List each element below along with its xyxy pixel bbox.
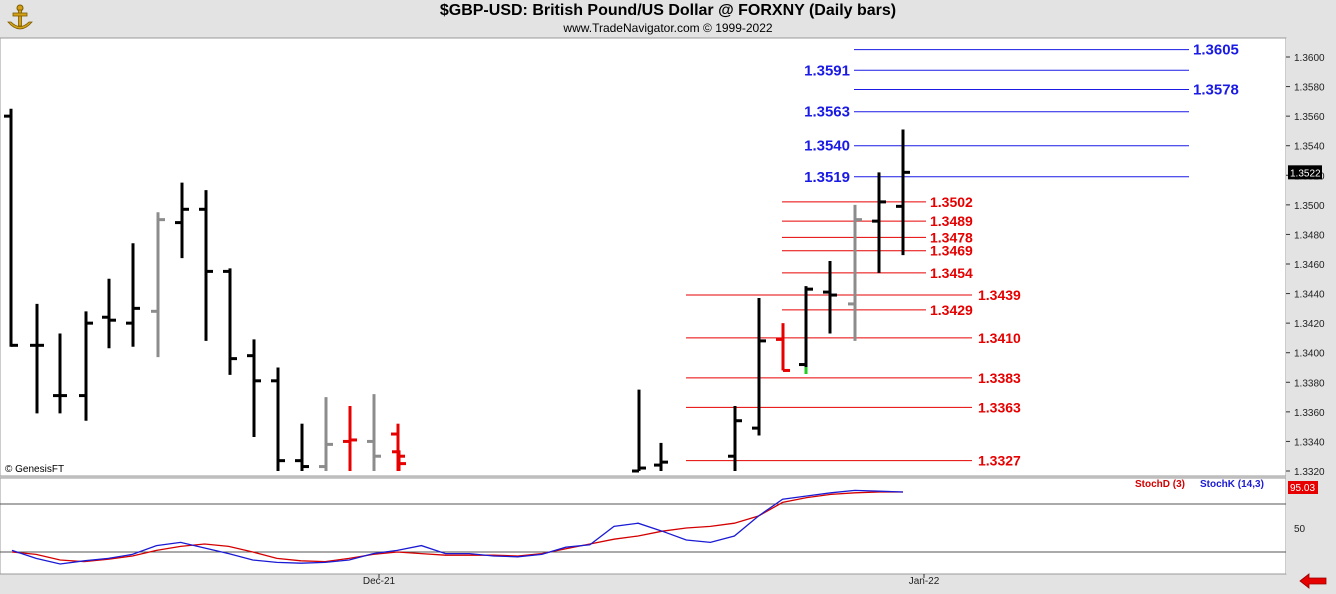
y-tick-label: 1.3560 — [1294, 112, 1325, 123]
ohlc-bar — [343, 405, 357, 471]
ohlc-bar — [53, 333, 67, 414]
ohlc-bar — [247, 339, 261, 437]
stochK-line — [11, 489, 904, 565]
x-tick-label: Dec-21 — [363, 576, 396, 587]
ohlc-bar — [102, 278, 116, 349]
price-level-label: 1.3439 — [978, 287, 1021, 303]
ohlc-bar — [199, 190, 213, 341]
ohlc-bar — [632, 389, 646, 473]
ohlc-bar — [367, 394, 381, 471]
y-tick-label: 1.3480 — [1294, 230, 1325, 241]
ohlc-bar — [872, 172, 886, 273]
ohlc-bar — [823, 261, 837, 334]
ohlc-bar — [30, 303, 44, 414]
y-tick-label: 1.3360 — [1294, 408, 1325, 419]
stochK-legend: StochK (14,3) — [1200, 479, 1264, 490]
stochastic-lines: 50 StochD (3) StochK (14,3) 95.03 — [0, 479, 1318, 565]
ohlc-bar — [151, 212, 165, 358]
y-tick-label: 1.3460 — [1294, 260, 1325, 271]
price-level-label: 1.3410 — [978, 330, 1021, 346]
ohlc-bar — [271, 367, 285, 471]
y-tick-label: 1.3540 — [1294, 142, 1325, 153]
price-level-label: 1.3563 — [804, 104, 850, 121]
ohlc-bar — [223, 268, 237, 375]
ohlc-bars — [4, 108, 910, 473]
ohlc-bar — [319, 397, 333, 471]
y-tick-label: 1.3420 — [1294, 319, 1325, 330]
ohlc-bar — [126, 243, 140, 347]
x-tick-label: Jan-22 — [909, 576, 940, 587]
ohlc-bar — [776, 323, 790, 372]
y-tick-label: 1.3500 — [1294, 201, 1325, 212]
price-level-label: 1.3591 — [804, 62, 850, 79]
y-tick-label: 1.3400 — [1294, 349, 1325, 360]
ohlc-bar — [752, 298, 766, 436]
price-level-label: 1.3454 — [930, 265, 973, 281]
ohlc-bar — [896, 129, 910, 256]
price-level-label: 1.3578 — [1193, 82, 1239, 99]
price-level-label: 1.3478 — [930, 229, 973, 245]
ohlc-bar — [848, 204, 862, 341]
stoch-last-label: 95.03 — [1290, 483, 1315, 494]
price-level-label: 1.3469 — [930, 243, 973, 259]
y-tick-label: 1.3440 — [1294, 290, 1325, 301]
price-level-label: 1.3519 — [804, 169, 850, 186]
stoch-last-box — [1288, 481, 1318, 494]
stochastic-panel — [0, 477, 1287, 575]
price-level-label: 1.3429 — [930, 302, 973, 318]
y-tick-label: 1.3340 — [1294, 437, 1325, 448]
stochD-legend: StochD (3) — [1135, 479, 1185, 490]
last-price-label: 1.3522 — [1290, 168, 1321, 179]
ohlc-bar — [4, 108, 18, 347]
chart-subtitle: www.TradeNavigator.com © 1999-2022 — [563, 21, 773, 35]
stoch-tick-label: 50 — [1294, 524, 1306, 535]
ohlc-bar — [175, 182, 189, 259]
price-axis: 1.3320 1.3340 1.3360 1.3380 1.3400 1.3420 1.34… — [1286, 53, 1325, 478]
price-level-label: 1.3502 — [930, 194, 973, 210]
ohlc-bar — [392, 450, 406, 471]
price-level-label: 1.3489 — [930, 213, 973, 229]
ohlc-bar — [654, 442, 668, 471]
price-level-label: 1.3605 — [1193, 42, 1239, 59]
date-axis: Dec-21 Jan-22 — [363, 574, 940, 587]
price-level-label: 1.3363 — [978, 399, 1021, 415]
anchor-trophy-logo — [4, 2, 36, 34]
price-level-label: 1.3327 — [978, 453, 1021, 469]
price-panel — [0, 37, 1287, 477]
y-tick-label: 1.3380 — [1294, 378, 1325, 389]
last-price-box — [1288, 165, 1322, 180]
chart-header: $GBP-USD: British Pound/US Dollar @ FORX… — [0, 0, 1336, 38]
price-level-label: 1.3383 — [978, 370, 1021, 386]
ohlc-bar — [79, 311, 93, 421]
copyright-label: © GenesisFT — [5, 464, 64, 475]
stochD-line — [11, 491, 903, 563]
y-tick-label: 1.3600 — [1294, 53, 1325, 64]
ohlc-bar — [799, 286, 813, 371]
ohlc-bar — [295, 423, 309, 471]
y-tick-label: 1.3320 — [1294, 467, 1325, 478]
price-level-label: 1.3540 — [804, 138, 850, 155]
red-left-arrow-icon[interactable] — [1298, 573, 1328, 589]
ohlc-bar — [728, 405, 742, 471]
chart-title: $GBP-USD: British Pound/US Dollar @ FORX… — [439, 2, 897, 19]
y-tick-label: 1.3580 — [1294, 83, 1325, 94]
